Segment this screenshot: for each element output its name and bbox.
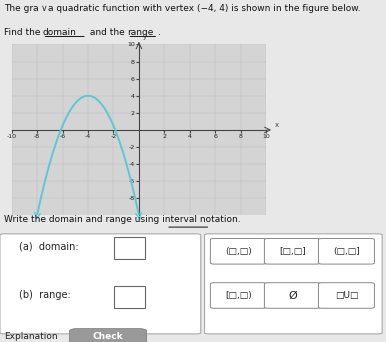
FancyBboxPatch shape (0, 234, 201, 334)
FancyBboxPatch shape (114, 286, 145, 308)
FancyBboxPatch shape (69, 329, 147, 342)
Text: domain: domain (42, 28, 76, 37)
Text: Write the domain and range using interval notation.: Write the domain and range using interva… (4, 215, 240, 224)
FancyBboxPatch shape (114, 237, 145, 259)
Text: [□,□]: [□,□] (279, 247, 306, 256)
FancyBboxPatch shape (210, 238, 266, 264)
Text: (b)  range:: (b) range: (19, 290, 71, 301)
Text: range: range (127, 28, 154, 37)
Text: [□,□): [□,□) (225, 291, 252, 300)
Text: Check: Check (93, 332, 124, 341)
Text: (□,□): (□,□) (225, 247, 252, 256)
FancyBboxPatch shape (264, 283, 320, 308)
FancyBboxPatch shape (264, 238, 320, 264)
Text: Explanation: Explanation (4, 332, 58, 341)
Text: The gra: The gra (4, 3, 39, 13)
FancyBboxPatch shape (205, 234, 382, 334)
FancyBboxPatch shape (318, 283, 374, 308)
FancyBboxPatch shape (210, 283, 266, 308)
Text: Ø: Ø (288, 290, 297, 301)
Text: (a)  domain:: (a) domain: (19, 242, 79, 252)
Text: .: . (158, 28, 161, 37)
Text: y: y (143, 34, 147, 40)
Text: Find the: Find the (4, 28, 43, 37)
Text: (□,□]: (□,□] (333, 247, 360, 256)
Text: a quadratic function with vertex (−4, 4) is shown in the figure below.: a quadratic function with vertex (−4, 4)… (48, 3, 361, 13)
Text: □U□: □U□ (335, 291, 358, 300)
Text: x: x (275, 122, 279, 128)
Text: and the: and the (87, 28, 127, 37)
Text: ∨: ∨ (41, 3, 47, 13)
FancyBboxPatch shape (318, 238, 374, 264)
